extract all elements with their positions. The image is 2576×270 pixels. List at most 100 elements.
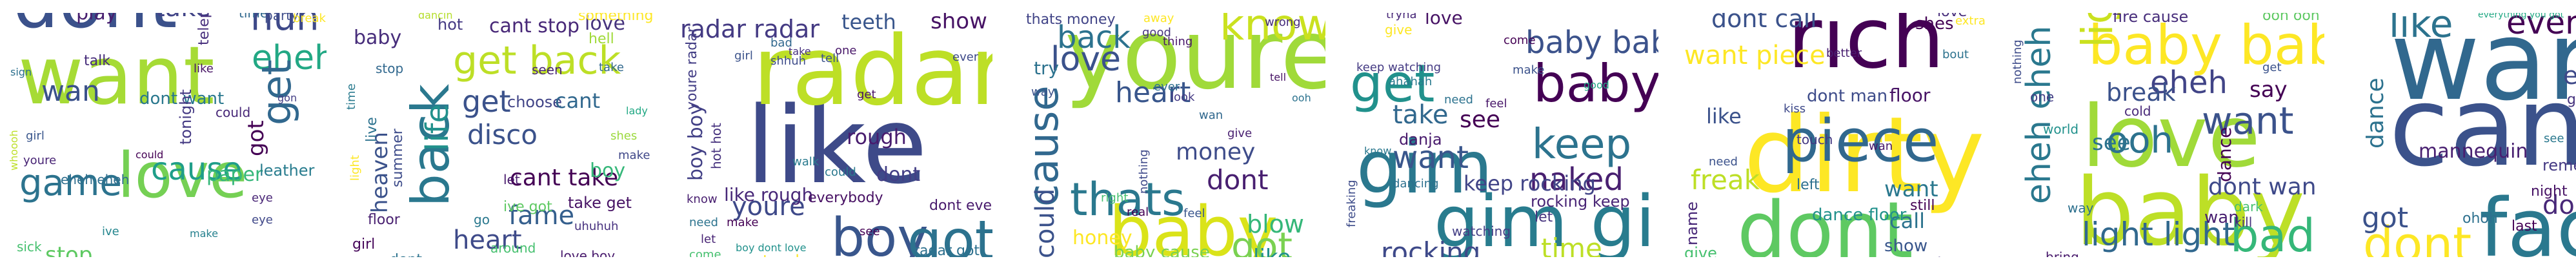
cloud-word: bad — [2230, 209, 2315, 257]
cloud-word: baby baby — [1525, 25, 1658, 61]
cloud-word: see — [860, 225, 880, 238]
cloud-word: tonight — [177, 89, 195, 145]
cloud-word: wrong — [1265, 16, 1301, 29]
cloud-word: one — [835, 44, 857, 57]
cloud-word: dancin — [418, 13, 453, 21]
cloud-word: kill — [2234, 214, 2253, 230]
cloud-word: feel — [1183, 207, 1205, 220]
cloud-word: face — [2479, 182, 2576, 257]
cloud-word: love — [1051, 40, 1122, 79]
cloud-word: dont wan — [2208, 174, 2317, 200]
cloud-word: got — [1231, 224, 1293, 257]
cloud-word: ooh ooh — [2262, 13, 2320, 24]
cloud-word: youre — [23, 154, 57, 167]
cloud-word: way — [1031, 85, 1055, 99]
cloud-word: extra — [1955, 14, 1986, 28]
cloud-word: gim — [1356, 126, 1493, 210]
cloud-word: nothing — [2011, 39, 2024, 84]
cloud-word: gon — [2567, 92, 2576, 108]
cloud-word: real — [1127, 205, 1149, 219]
cloud-word: feel — [1485, 97, 1507, 110]
cloud-word: give — [1227, 127, 1253, 140]
cloud-word: call — [1889, 209, 1925, 233]
cloud-word: need — [689, 216, 718, 229]
cloud-1: wantdontlovegamehuhehehtakegetcausewanst… — [6, 13, 327, 257]
cloud-word: see — [2092, 130, 2131, 156]
cloud-word: bring — [2046, 249, 2079, 257]
cloud-word: baby — [1533, 54, 1658, 114]
cloud-8: wantcantfacedontlikeeverythingrockeyedan… — [2337, 13, 2576, 257]
cloud-word: dont — [1737, 186, 1913, 258]
cloud-word: life — [419, 103, 456, 151]
cloud-word: ooh — [2106, 119, 2174, 161]
cloud-word: come — [689, 248, 721, 258]
cloud-word: leather — [259, 161, 315, 180]
cloud-word: sick — [17, 239, 42, 254]
cloud-word: see — [1460, 107, 1501, 133]
cloud-word: dancing — [1393, 177, 1439, 191]
cloud-word: take — [599, 61, 624, 74]
cloud-word: rocking — [1381, 236, 1481, 258]
cloud-word: thats money — [1026, 13, 1116, 28]
cloud-word: eye — [252, 191, 273, 205]
cloud-word: naked — [1529, 161, 1624, 198]
cloud-word: radar got — [914, 243, 980, 258]
cloud-word: love — [117, 140, 248, 212]
cloud-word: love — [2082, 87, 2260, 187]
cloud-word: danja — [1399, 130, 1442, 149]
cloud-word: take — [155, 13, 211, 21]
cloud-word: bad — [770, 36, 792, 50]
cloud-word: good — [1142, 26, 1171, 39]
cloud-word: paper — [206, 163, 263, 186]
cloud-word: like — [194, 62, 214, 76]
cloud-word: boy — [590, 160, 626, 182]
cloud-word: one — [2030, 89, 2055, 105]
cloud-word: got — [243, 120, 269, 156]
cloud-word: show — [931, 13, 987, 34]
cloud-word: go — [474, 212, 490, 227]
cloud-word: still — [1910, 198, 1935, 214]
cloud-word: honey — [1072, 227, 1132, 249]
cloud-word: eheh eheh — [2020, 25, 2058, 204]
cloud-word: make — [727, 216, 759, 229]
cloud-word: got — [907, 209, 992, 257]
cloud-word: look — [1171, 90, 1195, 104]
cloud-word: last — [2511, 218, 2537, 234]
cloud-word: around — [490, 240, 536, 256]
cloud-word: eye — [2563, 61, 2576, 90]
cloud-word: something — [578, 13, 654, 24]
cloud-word: uhuhuh — [574, 220, 619, 233]
cloud-word: love — [585, 13, 625, 35]
cloud-word: dont man — [1807, 87, 1888, 106]
cloud-word: eheh — [252, 39, 327, 78]
cloud-word: eye — [252, 213, 273, 227]
cloud-word: keep watching — [1356, 61, 1442, 74]
cloud-word: heart — [1115, 76, 1191, 109]
cloud-word: time — [1541, 233, 1602, 258]
cloud-word: mannequin — [2419, 140, 2528, 163]
cloud-word: floor — [368, 212, 400, 228]
cloud-word: whoooh — [8, 130, 20, 171]
cloud-word: cant take — [510, 165, 619, 191]
cloud-word: get — [462, 84, 511, 119]
cloud-word: got — [2362, 202, 2409, 234]
cloud-word: boy dont love — [736, 242, 807, 254]
cloud-6: dirty rich dont piece want piece dont call fre… — [1671, 13, 1991, 257]
cloud-word: let — [701, 233, 716, 246]
cloud-3: like radar boy got radar radar teeth show youre… — [672, 13, 992, 257]
cloud-word: dont want — [139, 89, 225, 109]
cloud-word: youre — [1065, 13, 1325, 111]
cloud-word: seen — [532, 62, 563, 78]
cloud-word: time — [345, 83, 358, 110]
cloud-word: like — [1253, 247, 1291, 257]
cloud-word: want — [1393, 140, 1469, 176]
cloud-word: like — [1706, 104, 1742, 129]
cloud-word: blow — [1247, 210, 1305, 238]
cloud-word: baby baby — [2088, 14, 2324, 77]
cloud-word: nothing — [1137, 149, 1151, 194]
cloud-word: baby — [1109, 192, 1278, 258]
cloud-word: huh — [250, 13, 319, 39]
cloud-word: watching — [1452, 223, 1511, 239]
